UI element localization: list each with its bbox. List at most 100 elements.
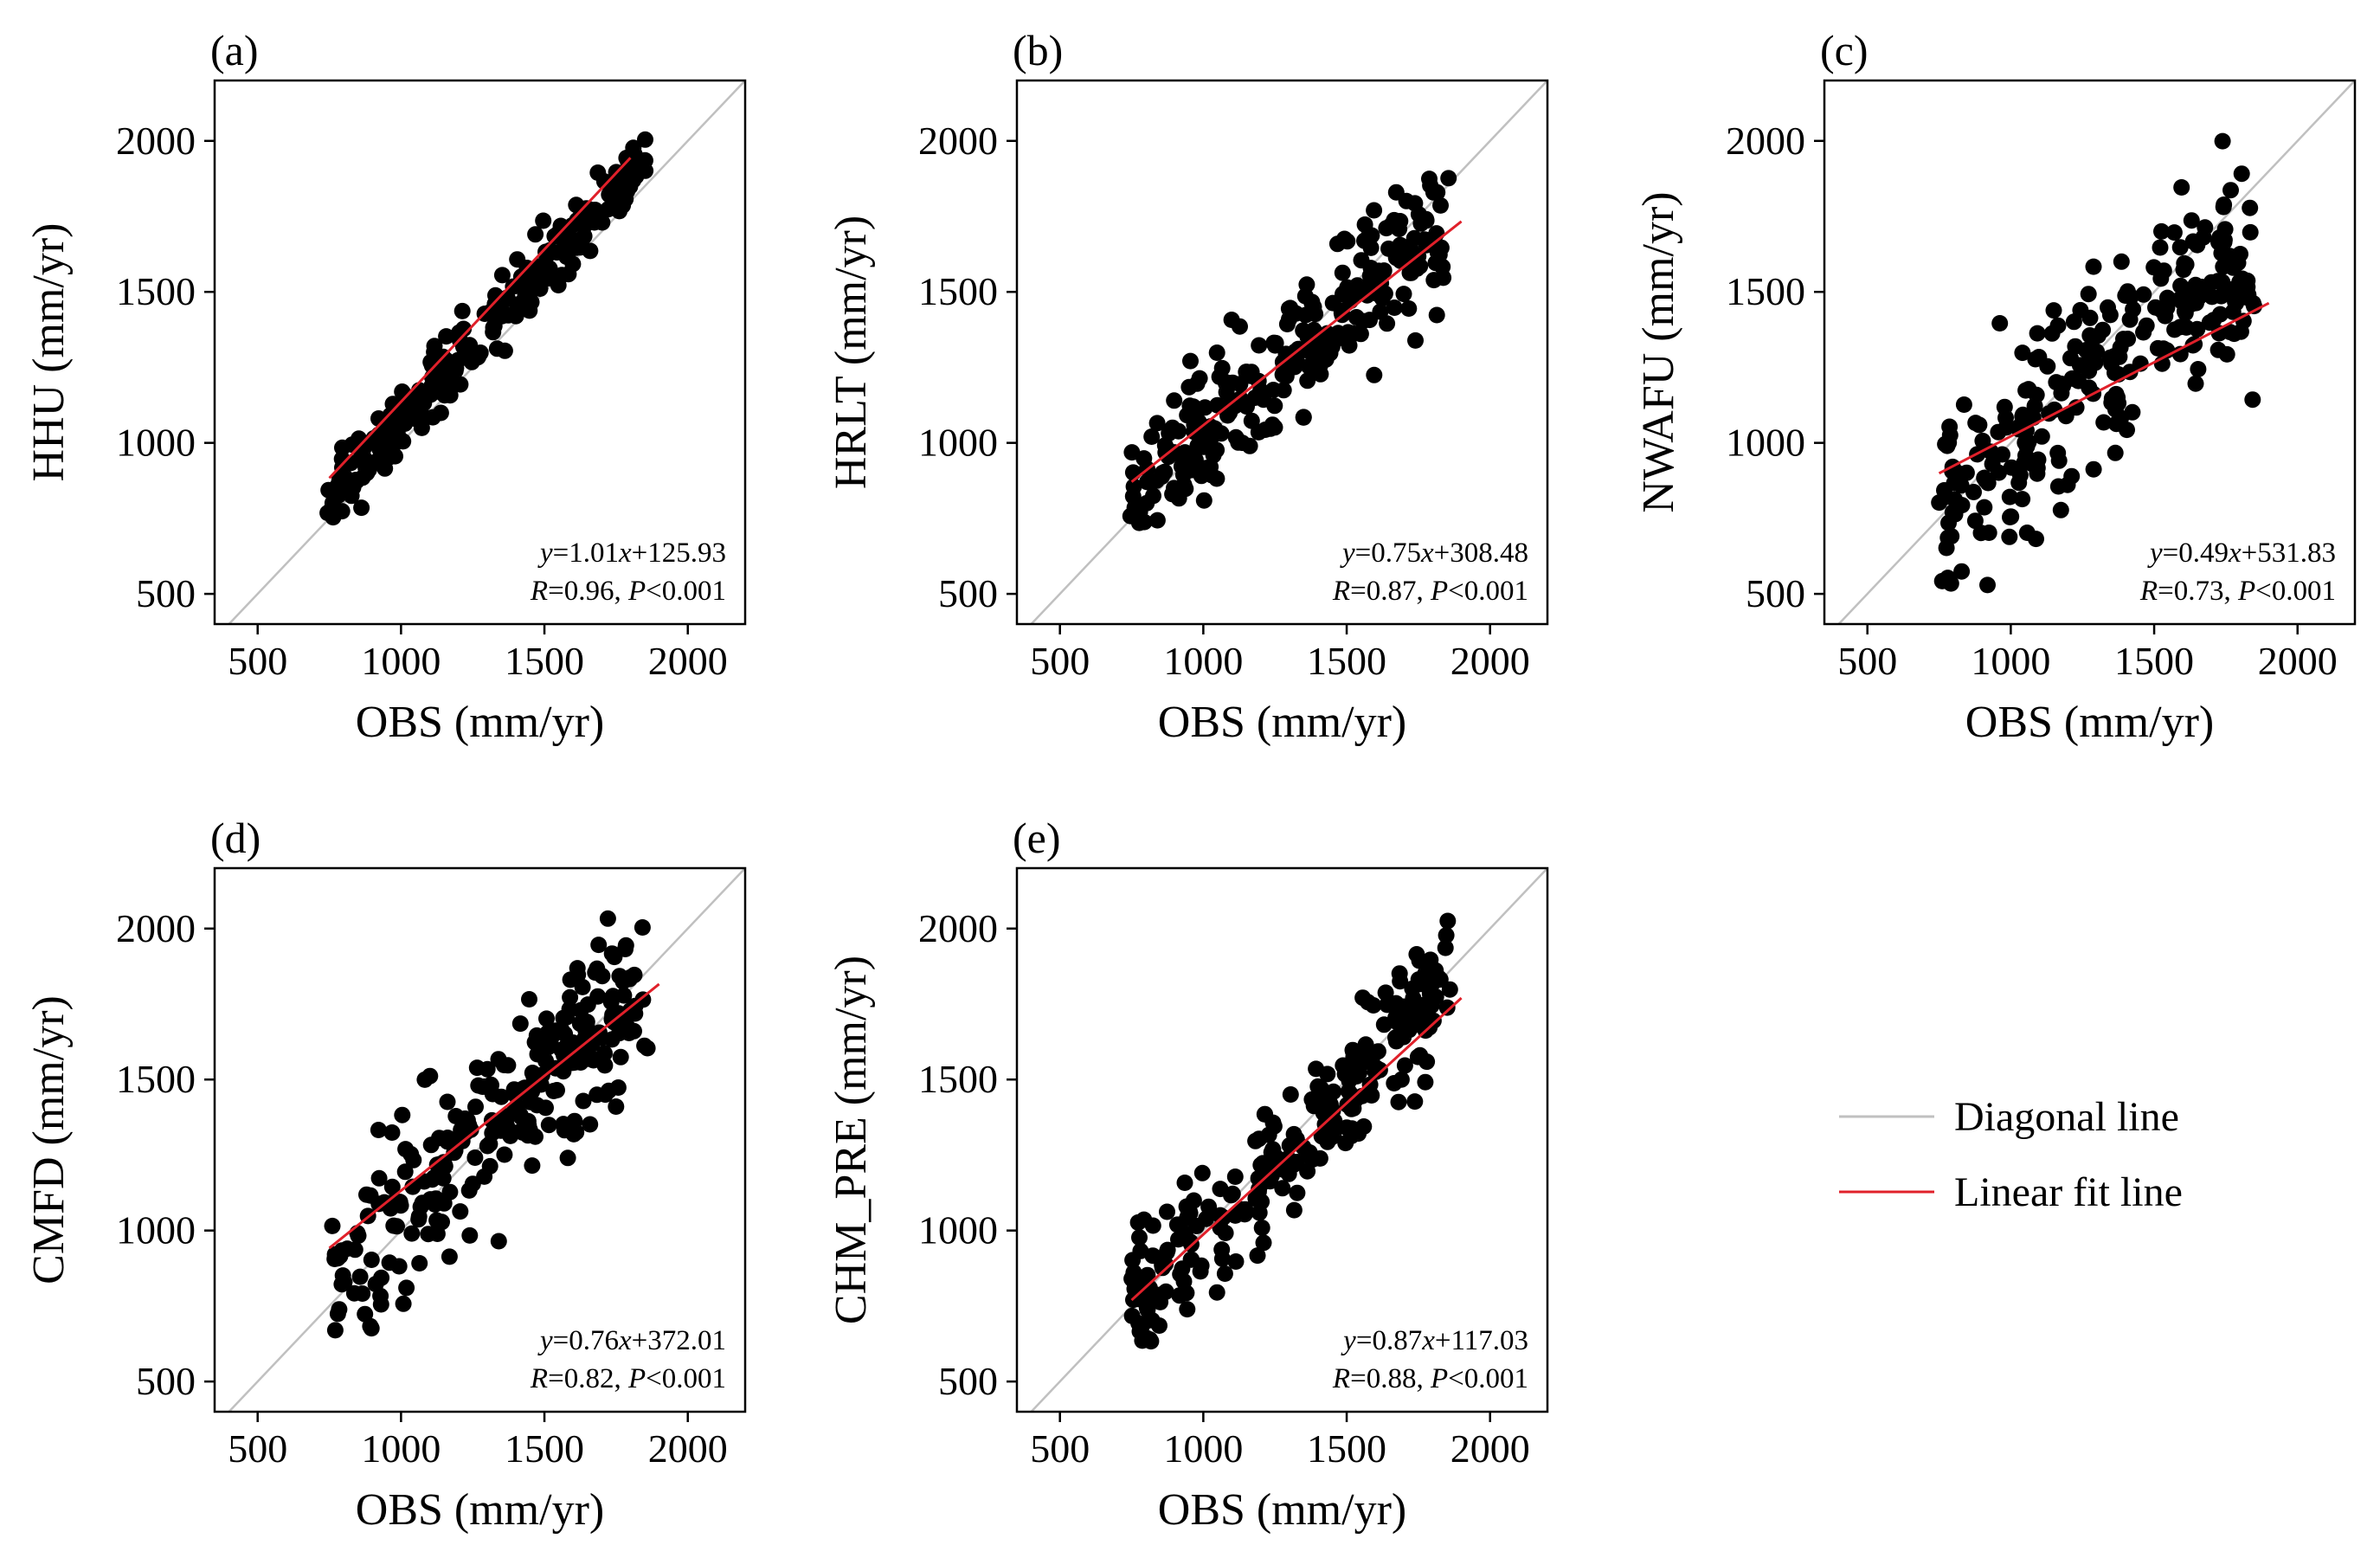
data-point xyxy=(1392,213,1409,229)
data-point xyxy=(526,263,544,280)
data-point xyxy=(1953,563,1971,580)
data-point xyxy=(612,1048,629,1065)
data-point xyxy=(1282,1086,1299,1103)
data-point xyxy=(582,1116,599,1133)
legend-diagonal-label: Diagonal line xyxy=(1954,1094,2179,1140)
y-axis-label: CMFD (mm/yr) xyxy=(24,995,74,1284)
y-tick-label: 1000 xyxy=(1726,421,1805,465)
data-point xyxy=(2135,286,2152,303)
data-point xyxy=(1131,1323,1148,1340)
data-point xyxy=(1427,988,1444,1006)
data-point xyxy=(2190,361,2207,377)
data-point xyxy=(1129,1214,1147,1231)
data-point xyxy=(2113,409,2130,427)
plot-frame xyxy=(1015,79,1549,626)
x-tick-label: 1500 xyxy=(505,1426,584,1471)
data-point xyxy=(2214,132,2231,150)
x-tick-label: 1500 xyxy=(1307,639,1386,683)
data-point xyxy=(569,233,587,250)
data-point xyxy=(2226,325,2242,343)
data-point xyxy=(1185,1192,1202,1209)
data-point xyxy=(1173,458,1190,475)
data-point xyxy=(561,1001,578,1018)
y-tick-label: 1000 xyxy=(918,421,998,465)
data-point xyxy=(1196,399,1213,416)
chart-panels: 500 1000 1500 2000 500 1000 1500 2000 OBS (mm/yr… xyxy=(24,26,2357,1535)
data-point xyxy=(324,1217,341,1234)
data-point xyxy=(1996,398,2013,415)
data-point xyxy=(1357,1036,1374,1053)
data-point xyxy=(1361,312,1378,329)
data-point xyxy=(1208,344,1225,361)
plot-frame xyxy=(1015,866,1549,1413)
data-point xyxy=(587,964,604,982)
data-point xyxy=(1295,409,1312,426)
data-point xyxy=(550,277,567,293)
linear-fit-line xyxy=(328,157,632,480)
data-point xyxy=(1255,1234,1272,1252)
scatter-points xyxy=(1122,170,1457,531)
data-point xyxy=(397,1141,415,1158)
y-tick-label: 1500 xyxy=(116,269,196,313)
data-point xyxy=(2183,212,2200,229)
data-point xyxy=(2049,317,2067,334)
data-point xyxy=(447,1108,465,1124)
scatter-points xyxy=(1123,912,1458,1350)
data-point xyxy=(1348,1068,1365,1085)
data-point xyxy=(1395,286,1412,303)
data-point xyxy=(2216,196,2233,213)
data-point xyxy=(572,1054,589,1071)
linear-fit-line xyxy=(1130,220,1463,483)
x-tick-label: 2000 xyxy=(1451,639,1530,683)
data-point xyxy=(611,968,628,985)
data-point xyxy=(1427,254,1444,272)
data-point xyxy=(2173,179,2190,196)
data-point xyxy=(2232,246,2248,262)
data-point xyxy=(1967,415,1984,432)
data-point xyxy=(1938,539,1955,557)
data-point xyxy=(537,1053,555,1070)
data-point xyxy=(414,1194,431,1212)
data-point xyxy=(1410,971,1427,988)
data-point xyxy=(367,1276,384,1292)
data-point xyxy=(1299,372,1316,390)
data-point xyxy=(545,1083,563,1099)
data-point xyxy=(1254,1155,1271,1172)
data-point xyxy=(1437,939,1454,956)
data-point xyxy=(1170,1231,1187,1248)
fit-equation: y=0.76x+372.01 xyxy=(537,1325,726,1356)
data-point xyxy=(453,1121,470,1138)
data-point xyxy=(2189,320,2206,338)
y-tick-label: 1500 xyxy=(918,269,998,313)
data-point xyxy=(1226,1168,1244,1185)
data-point xyxy=(523,293,540,311)
data-point xyxy=(2001,488,2018,505)
data-point xyxy=(1247,1132,1264,1149)
x-axis-label: OBS (mm/yr) xyxy=(1158,1485,1406,1535)
data-point xyxy=(1131,1229,1148,1246)
data-point xyxy=(529,1097,546,1114)
data-point xyxy=(1125,478,1142,495)
data-point xyxy=(351,1268,369,1285)
data-point xyxy=(1372,264,1389,281)
data-point xyxy=(343,487,360,505)
data-point xyxy=(2147,299,2164,316)
data-point xyxy=(2017,434,2034,451)
data-point xyxy=(1142,1333,1160,1350)
data-point xyxy=(1427,962,1444,979)
data-point xyxy=(1274,1180,1291,1197)
y-tick-label: 1500 xyxy=(918,1057,998,1101)
data-point xyxy=(461,337,479,354)
panel-label: (d) xyxy=(210,814,261,862)
x-tick-label: 500 xyxy=(228,1426,287,1471)
data-point xyxy=(1298,276,1315,293)
data-point xyxy=(1130,1291,1148,1308)
data-point xyxy=(505,1081,523,1098)
data-point xyxy=(441,1248,458,1265)
x-tick-label: 500 xyxy=(228,639,287,683)
data-point xyxy=(432,404,449,422)
data-point xyxy=(1386,299,1403,316)
data-point xyxy=(1148,415,1166,432)
data-point xyxy=(589,207,605,224)
data-point xyxy=(2002,508,2019,525)
